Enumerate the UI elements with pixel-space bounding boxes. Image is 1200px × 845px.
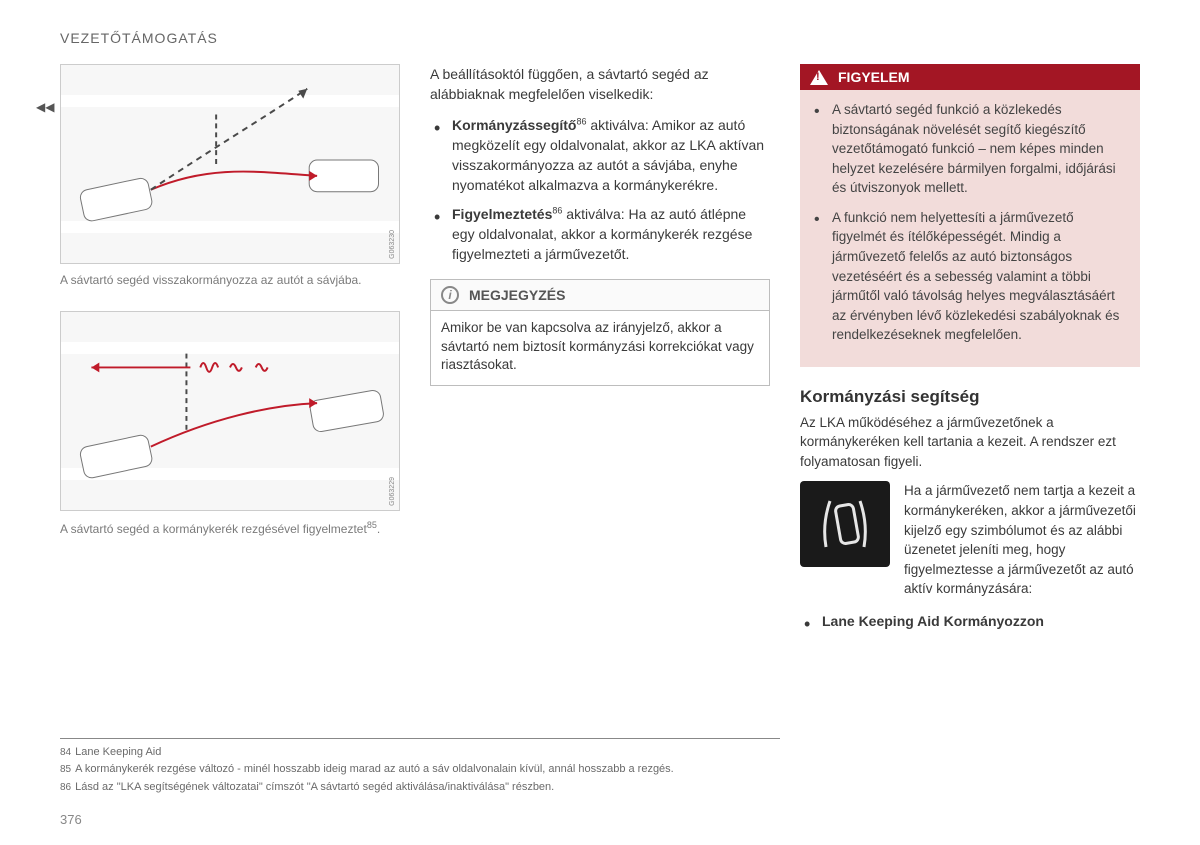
note-header: i MEGJEGYZÉS <box>431 280 769 311</box>
hands-on-wheel-block: Ha a járművezető nem tartja a kezeit a k… <box>800 481 1140 598</box>
figure-vibration-warn: G063229 <box>60 311 400 511</box>
figure-vibration-warn-caption: A sávtartó segéd a kormánykerék rezgésév… <box>60 519 400 538</box>
caption-text: A sávtartó segéd a kormánykerék rezgésév… <box>60 522 367 536</box>
message-bullet: Lane Keeping Aid Kormányozzon <box>800 611 1140 631</box>
footnote-ref-86: 86 <box>576 116 586 126</box>
footnote-84: 84Lane Keeping Aid <box>60 745 780 760</box>
footnote-ref-85: 85 <box>367 520 377 530</box>
page-number: 376 <box>60 812 82 827</box>
section-header: VEZETŐTÁMOGATÁS <box>60 30 1140 46</box>
term-warning: Figyelmeztetés <box>452 206 552 222</box>
footnote-86: 86Lásd az "LKA segítségének változatai" … <box>60 780 780 795</box>
note-title: MEGJEGYZÉS <box>469 287 565 303</box>
figure-steer-back-caption: A sávtartó segéd visszakormányozza az au… <box>60 272 400 289</box>
image-code: G063230 <box>389 230 396 259</box>
image-code: G063229 <box>389 477 396 506</box>
figure-steer-back: G063230 <box>60 64 400 264</box>
term-steering-assist: Kormányzássegítő <box>452 117 576 133</box>
column-middle: A beállításoktól függően, a sávtartó seg… <box>430 64 770 645</box>
footnote-ref-86: 86 <box>552 205 562 215</box>
hands-on-wheel-text: Ha a járművezető nem tartja a kezeit a k… <box>904 481 1140 598</box>
message-text: Lane Keeping Aid Kormányozzon <box>822 613 1044 629</box>
figure-steer-back-svg <box>61 65 399 263</box>
continuation-arrows: ◀◀ <box>36 100 54 114</box>
warning-item-1: A sávtartó segéd funkció a közlekedés bi… <box>812 100 1128 198</box>
warning-body: A sávtartó segéd funkció a közlekedés bi… <box>800 90 1140 367</box>
warning-triangle-icon <box>810 70 828 85</box>
column-right: FIGYELEM A sávtartó segéd funkció a közl… <box>800 64 1140 645</box>
behavior-item-warning: Figyelmeztetés86 aktiválva: Ha az autó á… <box>430 204 770 265</box>
steering-help-lead: Az LKA működéséhez a járművezetőnek a ko… <box>800 413 1140 472</box>
figure-vibration-warn-svg <box>61 312 399 510</box>
column-left: G063230 A sávtartó segéd visszakormányoz… <box>60 64 400 645</box>
info-icon: i <box>441 286 459 304</box>
intro-text: A beállításoktól függően, a sávtartó seg… <box>430 64 770 105</box>
behavior-list: Kormányzássegítő86 aktiválva: Amikor az … <box>430 115 770 265</box>
warning-title: FIGYELEM <box>838 69 910 85</box>
warning-item-2: A funkció nem helyettesíti a járművezető… <box>812 208 1128 345</box>
warning-header: FIGYELEM <box>800 64 1140 90</box>
footnote-85: 85A kormánykerék rezgése változó - minél… <box>60 762 780 777</box>
behavior-item-steering: Kormányzássegítő86 aktiválva: Amikor az … <box>430 115 770 196</box>
footnotes: 84Lane Keeping Aid 85A kormánykerék rezg… <box>60 738 780 797</box>
note-body: Amikor be van kapcsolva az irányjelző, a… <box>431 311 769 386</box>
warning-box: FIGYELEM A sávtartó segéd funkció a közl… <box>800 64 1140 367</box>
page-columns: G063230 A sávtartó segéd visszakormányoz… <box>60 64 1140 645</box>
steering-help-heading: Kormányzási segítség <box>800 387 1140 407</box>
note-box: i MEGJEGYZÉS Amikor be van kapcsolva az … <box>430 279 770 387</box>
message-bullet-list: Lane Keeping Aid Kormányozzon <box>800 611 1140 631</box>
lka-symbol-icon <box>800 481 890 567</box>
